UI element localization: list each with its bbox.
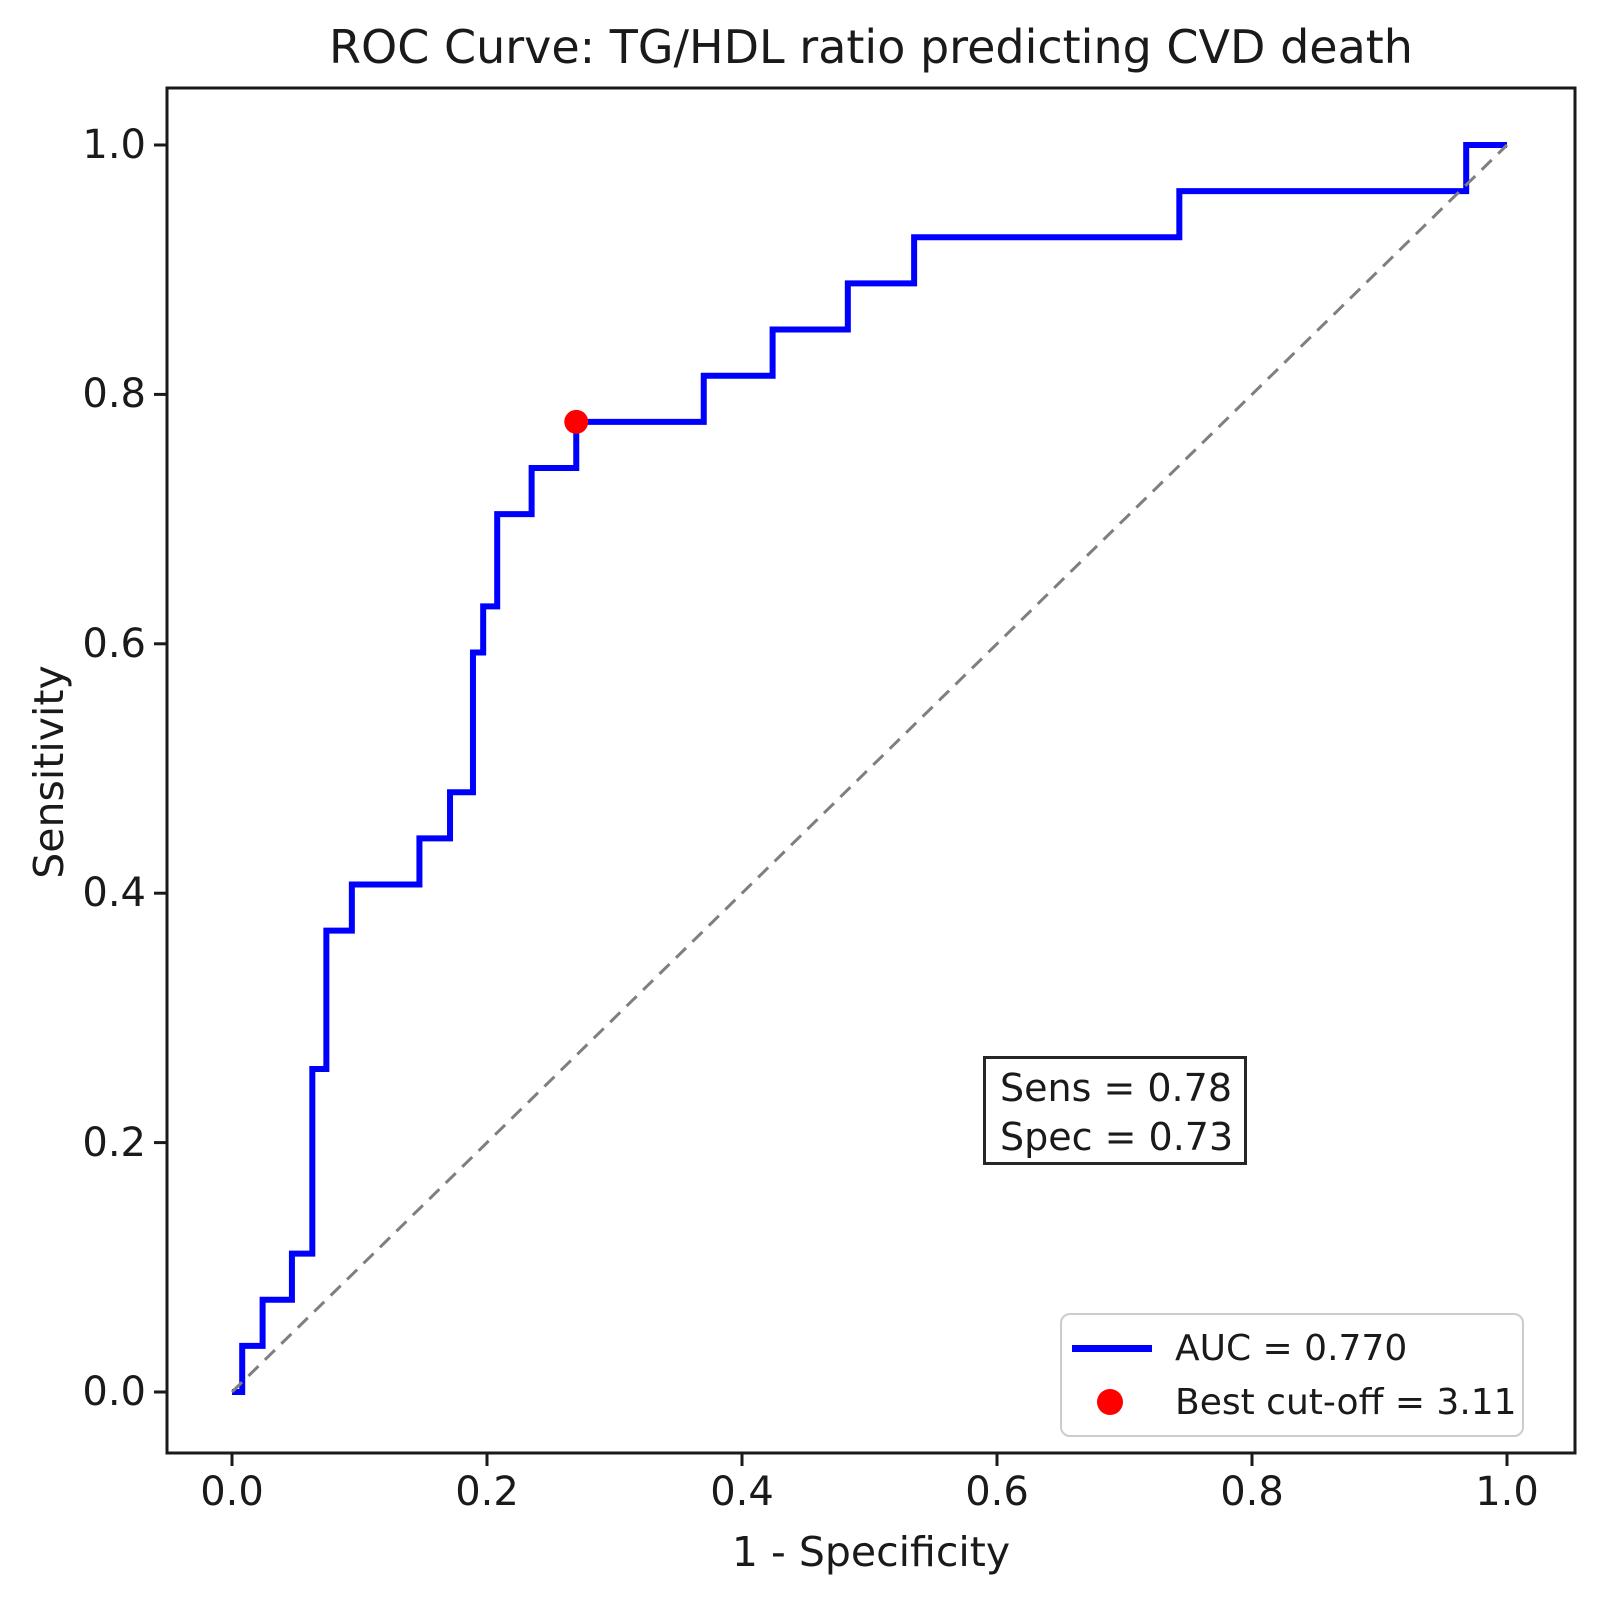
y-tick-label: 0.0 (82, 1369, 146, 1415)
x-tick-label: 0.8 (1220, 1469, 1284, 1515)
cutoff-dot-marker (1062, 1389, 1175, 1415)
auc-line-marker (1062, 1344, 1175, 1352)
legend-item-best-cutoff: Best cut-off = 3.11 (1062, 1377, 1522, 1427)
auc-label: AUC = 0.770 (1175, 1327, 1408, 1369)
legend-item-auc: AUC = 0.770 (1062, 1323, 1522, 1373)
x-axis-label: 1 - Specificity (731, 1528, 1011, 1576)
x-tick-label: 0.2 (455, 1469, 519, 1515)
spec-value-line: Spec = 0.73 (1000, 1114, 1234, 1159)
y-tick-label: 0.2 (82, 1119, 146, 1166)
sens-value-line: Sens = 0.78 (1000, 1066, 1232, 1110)
x-tick-label: 0.4 (710, 1469, 774, 1515)
y-tick-label: 1.0 (82, 122, 146, 168)
chart-title: ROC Curve: TG/HDL ratio predicting CVD d… (329, 20, 1413, 74)
y-axis-label: Sensitivity (25, 665, 73, 879)
best-cutoff-label: Best cut-off = 3.11 (1175, 1381, 1517, 1423)
x-tick-label: 0.6 (965, 1469, 1029, 1515)
cutoff-dot-icon (1097, 1389, 1123, 1415)
y-tick-label: 0.8 (82, 371, 146, 418)
x-tick-label: 0.0 (200, 1469, 264, 1515)
x-tick-label: 1.0 (1475, 1469, 1539, 1515)
plot-border (165, 86, 1577, 1455)
roc-curve-line (232, 142, 1507, 1395)
chance-diagonal-line (230, 143, 1509, 1394)
sens-spec-annotation-box: Sens = 0.78 Spec = 0.73 (983, 1056, 1247, 1165)
auc-line-sample-icon (1072, 1344, 1152, 1352)
y-tick-label: 0.4 (82, 870, 146, 917)
y-tick-label: 0.6 (82, 620, 146, 667)
best-cutoff-point (564, 409, 589, 434)
legend: AUC = 0.770 Best cut-off = 3.11 (1060, 1313, 1524, 1437)
